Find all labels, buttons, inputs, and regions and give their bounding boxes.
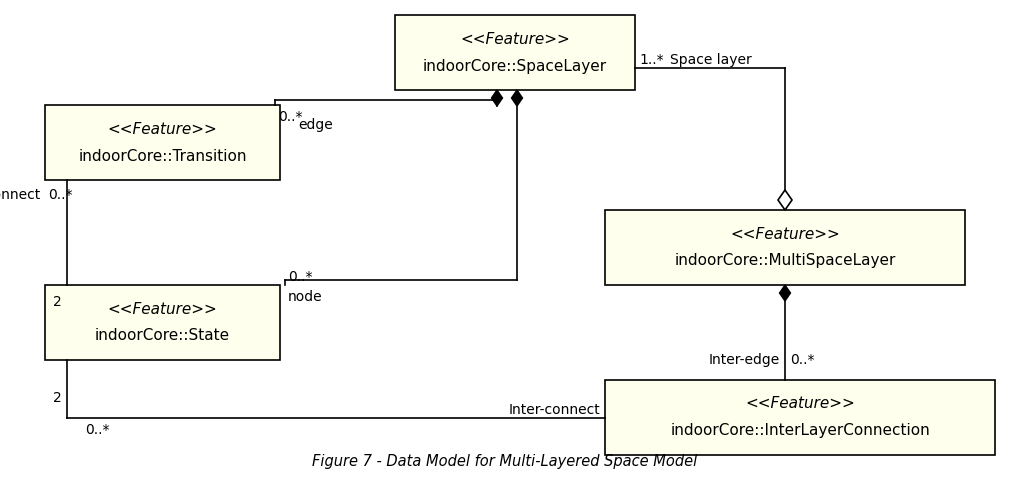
- Text: node: node: [288, 290, 323, 304]
- Polygon shape: [778, 190, 792, 210]
- FancyBboxPatch shape: [395, 15, 635, 90]
- Text: edge: edge: [298, 118, 333, 132]
- FancyBboxPatch shape: [605, 380, 995, 455]
- Text: indoorCore::InterLayerConnection: indoorCore::InterLayerConnection: [670, 423, 930, 438]
- Text: <<Feature>>: <<Feature>>: [745, 397, 855, 411]
- Text: connect: connect: [0, 188, 40, 202]
- Text: 0..*: 0..*: [85, 422, 109, 436]
- FancyBboxPatch shape: [45, 285, 281, 360]
- Text: 1..*: 1..*: [639, 53, 664, 67]
- Text: indoorCore::MultiSpaceLayer: indoorCore::MultiSpaceLayer: [674, 253, 896, 269]
- Text: Inter-edge: Inter-edge: [708, 353, 780, 367]
- Text: 0..*: 0..*: [790, 353, 814, 367]
- Text: 2: 2: [53, 296, 62, 309]
- Text: <<Feature>>: <<Feature>>: [108, 301, 217, 317]
- Polygon shape: [780, 285, 790, 301]
- Text: 0..*: 0..*: [48, 188, 73, 202]
- FancyBboxPatch shape: [605, 210, 965, 285]
- Polygon shape: [512, 90, 523, 106]
- Text: 0..*: 0..*: [278, 110, 303, 124]
- Text: Inter-connect: Inter-connect: [509, 402, 600, 417]
- Text: <<Feature>>: <<Feature>>: [731, 227, 839, 241]
- Text: indoorCore::Transition: indoorCore::Transition: [79, 148, 247, 163]
- Text: 2: 2: [53, 390, 62, 404]
- Text: Space layer: Space layer: [670, 53, 752, 67]
- Text: indoorCore::State: indoorCore::State: [95, 329, 230, 343]
- Text: 0..*: 0..*: [288, 270, 313, 284]
- Text: <<Feature>>: <<Feature>>: [108, 122, 217, 137]
- FancyBboxPatch shape: [45, 105, 281, 180]
- Text: Figure 7 - Data Model for Multi-Layered Space Model: Figure 7 - Data Model for Multi-Layered …: [312, 454, 697, 469]
- Polygon shape: [491, 90, 502, 106]
- Text: indoorCore::SpaceLayer: indoorCore::SpaceLayer: [423, 58, 607, 73]
- Text: <<Feature>>: <<Feature>>: [460, 32, 570, 46]
